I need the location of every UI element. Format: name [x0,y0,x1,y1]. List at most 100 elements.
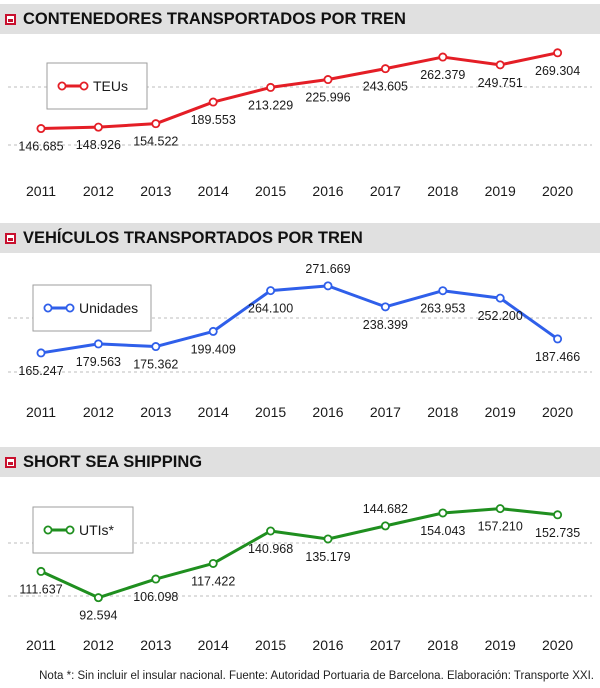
year-tick-label: 2019 [485,183,516,199]
year-tick-label: 2014 [198,637,229,653]
data-point [380,64,390,74]
data-label: 243.605 [363,80,408,94]
year-tick-label: 2011 [26,404,56,420]
legend-marker [57,81,67,91]
data-point [380,521,390,531]
section-header: CONTENEDORES TRANSPORTADOS POR TREN [0,4,600,34]
year-tick-label: 2014 [198,404,229,420]
data-label: 152.735 [535,526,580,540]
data-point [208,558,218,568]
data-point [151,119,161,129]
data-label: 189.553 [191,113,236,127]
legend-label: TEUs [93,78,128,94]
legend-label: Unidades [79,300,138,316]
data-label: 165.247 [18,364,63,378]
data-point [438,286,448,296]
data-label: 249.751 [478,76,523,90]
year-tick-label: 2019 [485,404,516,420]
year-tick-label: 2017 [370,637,401,653]
data-point [93,122,103,132]
year-tick-label: 2015 [255,183,286,199]
section-title: SHORT SEA SHIPPING [23,452,203,471]
series-line [40,51,558,131]
legend-label: UTIs* [79,522,115,538]
data-label: 225.996 [305,91,350,105]
data-label: 111.637 [19,582,62,596]
data-label: 148.926 [76,138,121,152]
data-label: 154.043 [420,524,465,538]
section-header: SHORT SEA SHIPPING [0,447,600,477]
series-line [40,284,559,355]
data-label: 179.563 [76,355,121,369]
data-point [266,526,276,536]
data-point [323,281,333,291]
data-point [495,60,505,70]
data-point [495,293,505,303]
data-point [151,574,161,584]
data-point [266,82,276,92]
data-point [553,334,563,344]
data-point [36,124,46,134]
data-label: 144.682 [363,502,408,516]
year-tick-label: 2016 [312,404,343,420]
data-point [553,48,563,58]
year-tick-label: 2015 [255,404,286,420]
data-label: 269.304 [535,64,580,78]
year-tick-label: 2016 [312,637,343,653]
data-point [438,52,448,62]
data-point [323,534,333,544]
checkbox-icon [5,456,16,468]
year-tick-label: 2018 [427,404,458,420]
data-label: 238.399 [363,318,408,332]
year-tick-label: 2017 [370,183,401,199]
year-tick-label: 2011 [26,183,56,199]
data-label: 199.409 [191,342,236,356]
checkbox-icon [5,13,16,25]
year-tick-label: 2013 [140,183,171,199]
section-title: VEHÍCULOS TRANSPORTADOS POR TREN [23,228,363,247]
data-point [93,339,103,349]
data-label: 213.229 [248,98,293,112]
teus-line-chart: 146.685 148.926 154.522 189.553 213.229 225.9… [8,48,592,199]
year-tick-label: 2020 [542,637,573,653]
data-label: 252.200 [478,309,523,323]
data-point [36,566,46,576]
data-point [36,348,46,358]
legend-marker [43,303,53,313]
data-label: 117.422 [191,574,235,588]
series-line [40,507,558,600]
vehiculos-panel: VEHÍCULOS TRANSPORTADOS POR TREN 165.247… [0,223,600,420]
year-tick-label: 2011 [26,637,56,653]
data-label: 135.179 [305,550,350,564]
data-label: 175.362 [133,358,178,372]
data-point [266,286,276,296]
year-tick-label: 2016 [312,183,343,199]
section-title: CONTENEDORES TRANSPORTADOS POR TREN [23,9,406,28]
year-tick-label: 2020 [542,404,573,420]
data-point [380,302,390,312]
data-label: 140.968 [248,542,293,556]
data-point [93,593,103,603]
legend-marker [65,525,75,535]
teus-panel: CONTENEDORES TRANSPORTADOS POR TREN 146.… [0,0,600,212]
year-tick-label: 2013 [140,637,171,653]
year-tick-label: 2012 [83,404,114,420]
data-point [323,75,333,85]
data-point [553,510,563,520]
data-label: 187.466 [535,350,580,364]
data-label: 106.098 [133,590,178,604]
data-point [208,97,218,107]
year-tick-label: 2014 [198,183,229,199]
data-label: 146.685 [18,140,63,154]
legend-marker [79,81,89,91]
legend-marker [43,525,53,535]
data-label: 263.953 [420,302,465,316]
year-tick-label: 2012 [83,183,114,199]
year-tick-label: 2018 [427,183,458,199]
data-label: 271.669 [305,262,350,276]
year-tick-label: 2015 [255,637,286,653]
data-point [495,504,505,514]
